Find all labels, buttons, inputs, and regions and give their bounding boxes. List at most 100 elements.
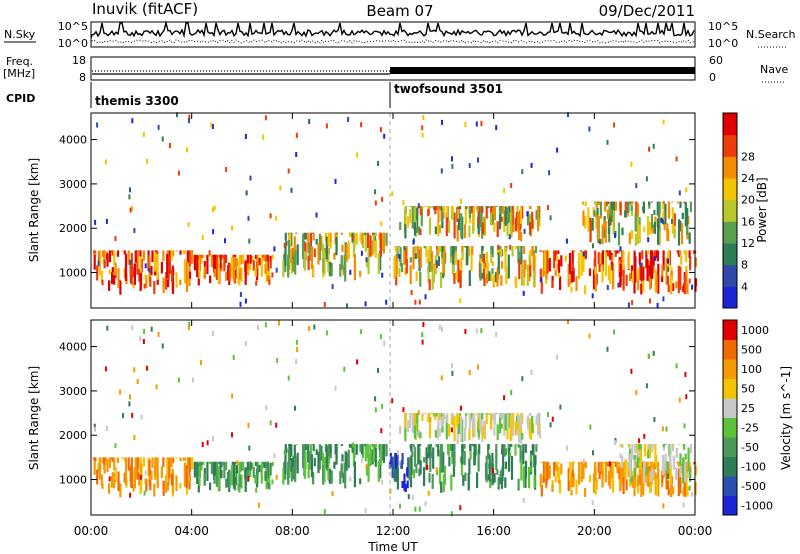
power-cell xyxy=(689,201,692,213)
velocity-cell xyxy=(589,424,592,430)
power-cell xyxy=(612,210,615,235)
velocity-cell xyxy=(244,341,247,346)
velocity-cell xyxy=(197,479,200,493)
velocity-cell xyxy=(495,449,498,470)
velocity-cell xyxy=(582,458,585,464)
power-cell xyxy=(639,262,642,268)
power-cell xyxy=(688,232,691,244)
power-cell xyxy=(506,207,509,225)
power-cell xyxy=(212,229,215,235)
x-tick-label: 16:00 xyxy=(476,524,511,538)
power-cell xyxy=(360,122,363,128)
velocity-cell xyxy=(161,343,164,349)
power-cell xyxy=(521,169,524,175)
power-cell xyxy=(139,267,142,273)
power-cell xyxy=(667,284,670,293)
velocity-cell xyxy=(435,444,438,447)
power-cell xyxy=(413,206,416,223)
velocity-cell xyxy=(450,427,453,433)
power-colorbar-frame xyxy=(722,112,738,309)
velocity-cell xyxy=(668,444,671,457)
power-cell xyxy=(310,246,313,269)
velocity-cell xyxy=(251,462,254,469)
power-cell xyxy=(567,112,569,118)
velocity-cell xyxy=(458,413,462,416)
power-cell xyxy=(647,215,650,236)
power-cell xyxy=(501,249,504,257)
power-cell xyxy=(596,214,599,241)
velocity-cell xyxy=(477,449,480,472)
velocity-cell xyxy=(432,447,435,469)
velocity-cell xyxy=(427,490,430,496)
power-cell xyxy=(521,206,524,219)
velocity-cell xyxy=(309,444,312,461)
freq-panel: Freq. [MHz] 18 8 60 0 Nave xyxy=(3,54,788,84)
power-cell xyxy=(592,269,596,290)
power-cell xyxy=(202,254,205,259)
velocity-cell xyxy=(329,468,332,474)
power-cell xyxy=(442,273,445,279)
velocity-cell xyxy=(468,413,471,424)
power-cell xyxy=(419,206,422,216)
power-cell xyxy=(658,226,661,246)
velocity-cell xyxy=(663,460,666,474)
power-cell xyxy=(523,246,526,254)
power-cell xyxy=(437,256,440,267)
velocity-cell xyxy=(377,367,379,373)
velocity-cell xyxy=(546,465,549,481)
velocity-cell xyxy=(154,457,157,477)
power-cell xyxy=(426,258,429,263)
power-cell xyxy=(500,216,503,222)
power-y-tick-label: 1000 xyxy=(59,267,87,280)
velocity-cell xyxy=(111,475,114,488)
power-cell xyxy=(172,250,175,257)
velocity-cell xyxy=(524,444,527,453)
velocity-cell xyxy=(225,461,228,471)
power-colorbar-tick-label: 28 xyxy=(741,150,755,163)
power-colorbar-tick-label: 8 xyxy=(741,259,748,272)
velocity-cell xyxy=(150,326,153,332)
power-cell xyxy=(451,212,454,220)
nsearch-trace xyxy=(90,39,695,45)
power-cell xyxy=(290,262,293,274)
velocity-cell xyxy=(327,444,330,456)
power-cell xyxy=(308,119,311,124)
power-cell xyxy=(538,218,541,227)
velocity-cell xyxy=(529,454,532,462)
velocity-cell xyxy=(495,444,498,454)
velocity-cell xyxy=(464,329,467,334)
velocity-cell xyxy=(221,461,224,465)
power-cell xyxy=(412,246,415,270)
velocity-cell xyxy=(257,325,259,330)
power-cell xyxy=(460,198,462,204)
power-cell xyxy=(613,122,616,128)
power-cell xyxy=(360,250,363,256)
velocity-cell xyxy=(287,449,290,468)
power-cell xyxy=(123,268,126,279)
power-cell xyxy=(459,298,462,304)
power-cell xyxy=(167,255,170,281)
power-cell xyxy=(651,262,654,279)
power-cell xyxy=(544,250,547,272)
power-cell xyxy=(360,232,364,245)
freq-label-1: Freq. xyxy=(6,55,33,68)
power-cell xyxy=(677,250,680,255)
velocity-cell xyxy=(559,479,562,494)
power-cell xyxy=(96,122,99,128)
velocity-cell xyxy=(554,461,557,470)
power-cell xyxy=(490,274,493,281)
velocity-cell xyxy=(116,457,120,464)
velocity-cell xyxy=(201,442,204,447)
power-cell xyxy=(437,206,440,223)
nsky-label: N.Sky xyxy=(4,28,36,41)
velocity-cell xyxy=(460,405,462,411)
velocity-y-tick-label: 3000 xyxy=(59,385,87,398)
power-cell xyxy=(612,250,615,252)
power-cell xyxy=(582,251,585,257)
power-cell xyxy=(179,250,182,255)
power-cell xyxy=(374,189,377,195)
power-cell xyxy=(517,212,520,233)
power-cell xyxy=(634,233,637,246)
velocity-colorbar-tick-label: 50 xyxy=(741,382,755,395)
power-cell xyxy=(249,175,252,181)
